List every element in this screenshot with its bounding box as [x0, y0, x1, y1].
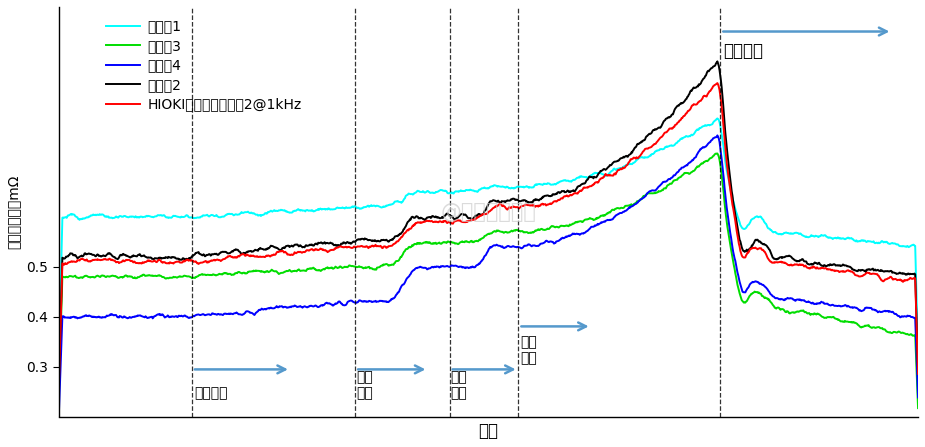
中间片2 [523, 200, 534, 206]
Legend: 中间片1, 中间片3, 端板片4, 中间片2, HIOKI日置内阻仪测片2@1kHz: 中间片1, 中间片3, 端板片4, 中间片2, HIOKI日置内阻仪测片2@1k… [100, 14, 307, 117]
端板片4 [712, 133, 723, 138]
中间片1 [426, 190, 437, 195]
端板片4 [505, 244, 516, 249]
HIOKI日置内阻仪测片2@1kHz [426, 218, 437, 224]
HIOKI日置内阻仪测片2@1kHz [198, 259, 209, 265]
中间片3 [198, 272, 209, 277]
中间片3 [54, 393, 65, 398]
中间片1 [505, 186, 516, 191]
端板片4 [343, 299, 354, 304]
Text: 带载吹扫: 带载吹扫 [194, 386, 228, 400]
中间片2 [426, 215, 437, 220]
中间片3 [523, 230, 534, 236]
中间片2 [198, 252, 209, 257]
端板片4 [426, 265, 437, 270]
端板片4 [912, 395, 923, 400]
中间片3 [343, 264, 354, 269]
端板片4 [523, 242, 534, 247]
Text: 改变
条件: 改变 条件 [450, 370, 467, 400]
中间片2 [712, 59, 723, 64]
HIOKI日置内阻仪测片2@1kHz [912, 371, 923, 376]
端板片4 [198, 312, 209, 317]
Line: HIOKI日置内阻仪测片2@1kHz: HIOKI日置内阻仪测片2@1kHz [59, 83, 918, 390]
中间片1 [712, 116, 723, 121]
中间片3 [912, 405, 923, 411]
中间片2 [912, 368, 923, 374]
中间片3 [167, 275, 179, 280]
中间片2 [343, 240, 354, 245]
中间片3 [505, 229, 516, 234]
Text: @燃料电池乃货: @燃料电池乃货 [440, 202, 536, 222]
HIOKI日置内阻仪测片2@1kHz [523, 202, 534, 208]
Text: 改变
条件: 改变 条件 [356, 370, 373, 400]
HIOKI日置内阻仪测片2@1kHz [505, 205, 516, 210]
中间片3 [426, 241, 437, 246]
HIOKI日置内阻仪测片2@1kHz [343, 244, 354, 249]
HIOKI日置内阻仪测片2@1kHz [167, 260, 179, 266]
Y-axis label: 单片高频阻抗mΩ: 单片高频阻抗mΩ [7, 174, 21, 249]
中间片2 [505, 198, 516, 203]
中间片2 [167, 255, 179, 260]
Line: 中间片2: 中间片2 [59, 61, 918, 387]
中间片1 [167, 214, 179, 219]
中间片2 [54, 384, 65, 390]
中间片3 [712, 151, 723, 156]
中间片1 [912, 352, 923, 357]
HIOKI日置内阻仪测片2@1kHz [54, 387, 65, 392]
Line: 端板片4: 端板片4 [59, 135, 918, 417]
端板片4 [54, 414, 65, 419]
Text: 改变
条件: 改变 条件 [520, 335, 537, 365]
中间片1 [523, 185, 534, 190]
Line: 中间片3: 中间片3 [59, 153, 918, 408]
中间片1 [343, 205, 354, 211]
HIOKI日置内阻仪测片2@1kHz [712, 80, 723, 86]
Line: 中间片1: 中间片1 [59, 118, 918, 367]
Text: 快速增湿: 快速增湿 [723, 42, 763, 60]
中间片1 [198, 213, 209, 218]
X-axis label: 时间: 时间 [478, 422, 499, 440]
中间片1 [54, 365, 65, 370]
端板片4 [167, 314, 179, 319]
